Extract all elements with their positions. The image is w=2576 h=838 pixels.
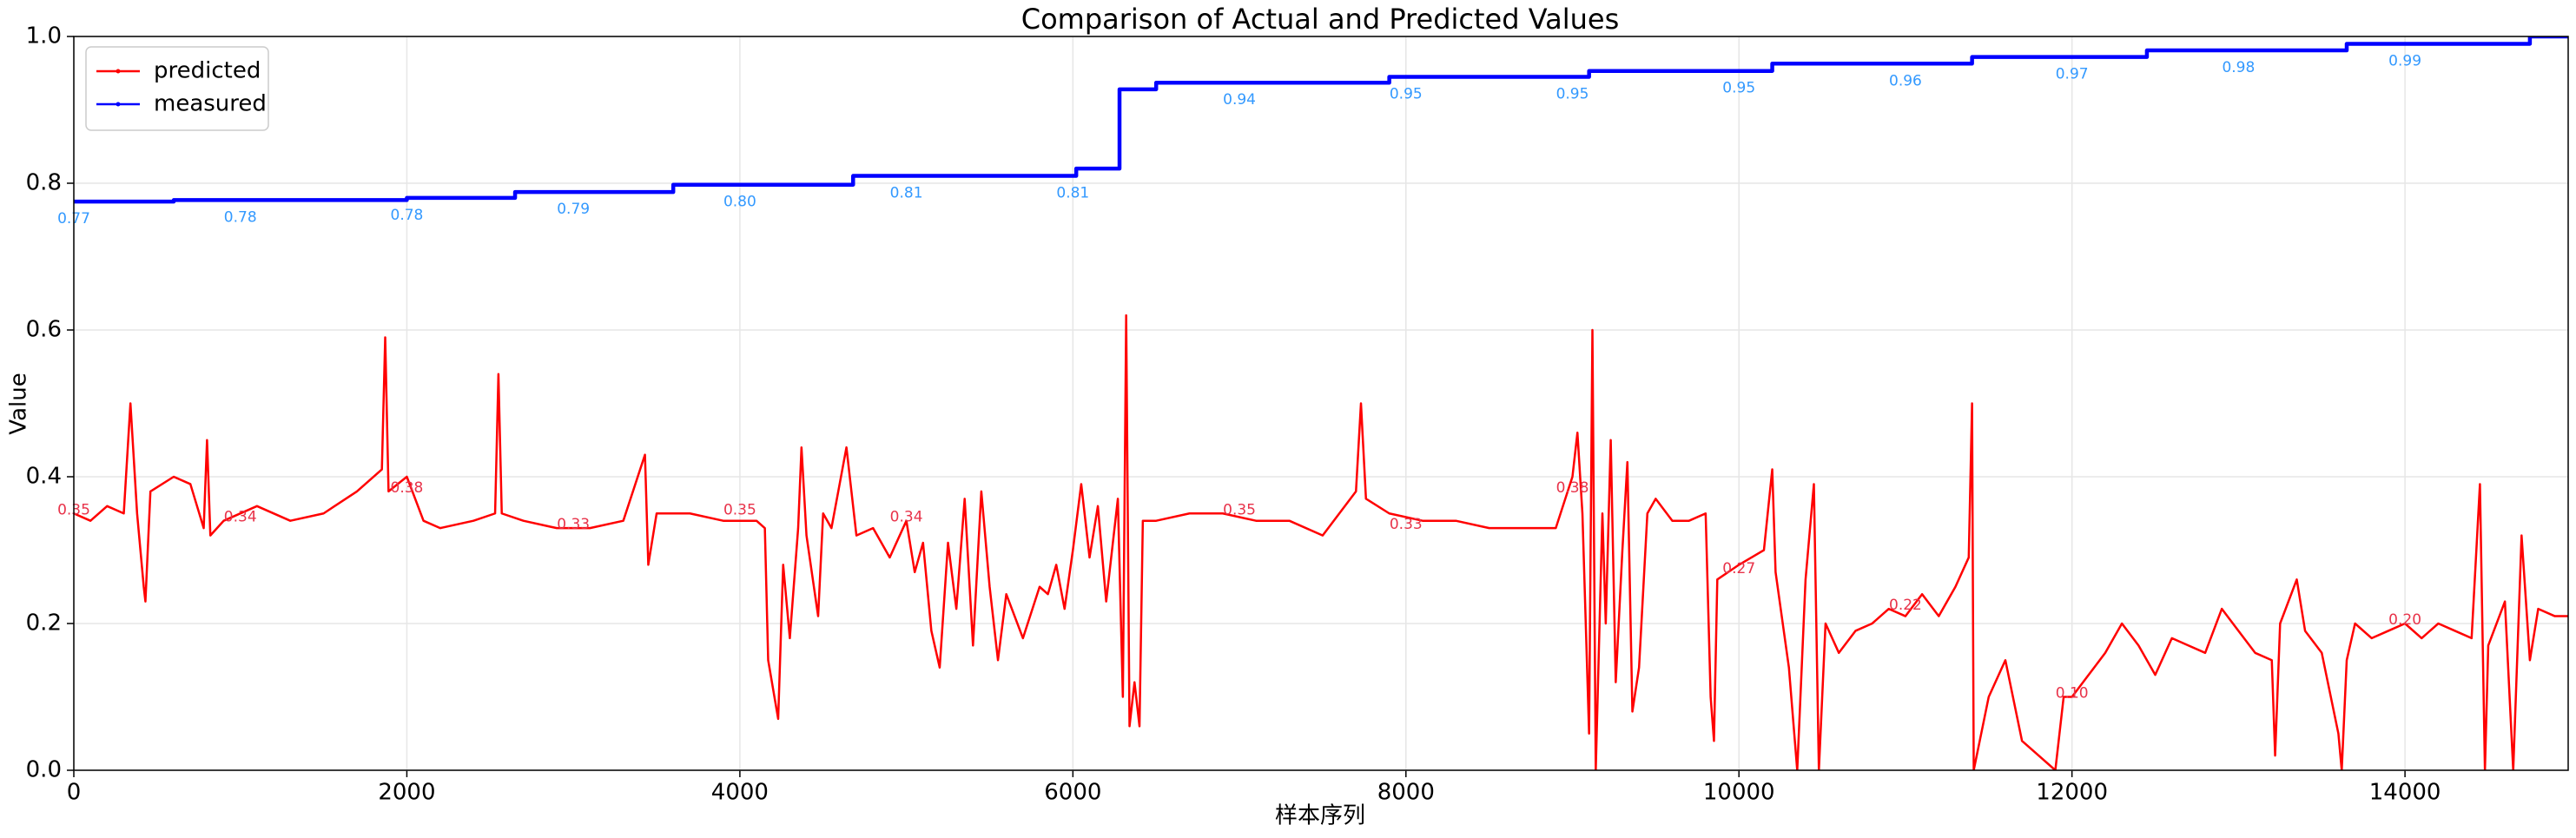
data-label: 0.81 [1056,185,1089,202]
data-label: 0.33 [557,516,590,533]
y-tick-label: 1.0 [26,23,62,49]
x-tick-label: 8000 [1377,780,1435,806]
series-line [74,36,2568,204]
x-tick-label: 12000 [2036,780,2108,806]
legend-box [85,46,269,131]
data-label: 0.34 [890,509,923,526]
legend-label: predicted [154,58,261,84]
data-label: 0.80 [723,194,756,211]
data-label: 0.35 [723,501,756,518]
x-tick-label: 2000 [378,780,435,806]
legend: predicted measured [85,46,269,131]
data-label: 0.22 [1889,597,1922,614]
y-tick-label: 0.8 [26,170,62,196]
data-label: 0.35 [1223,501,1256,518]
data-label: 0.95 [1390,85,1423,102]
data-label: 0.79 [557,201,590,218]
data-label: 0.95 [1556,85,1589,102]
data-label: 0.96 [1889,72,1922,89]
data-label: 0.81 [890,185,923,202]
legend-marker [116,69,121,74]
y-tick-label: 0.0 [26,757,62,783]
y-tick-label: 0.2 [26,610,62,637]
y-tick-label: 0.4 [26,464,62,490]
data-label: 0.98 [2222,59,2255,76]
data-label: 0.94 [1223,91,1256,109]
x-tick-label: 14000 [2369,780,2441,806]
data-label: 0.27 [1722,560,1755,577]
x-tick-label: 0 [67,780,82,806]
y-axis-label: Value [6,373,32,434]
data-label: 0.95 [1722,80,1755,97]
y-tick-label: 0.6 [26,317,62,343]
plot-frame [73,36,2569,771]
data-label: 0.38 [391,479,424,497]
chart-title: Comparison of Actual and Predicted Value… [1021,3,1620,36]
x-axis-label: 样本序列 [1275,803,1365,829]
data-label: 0.20 [2388,611,2421,629]
x-tick-label: 4000 [711,780,769,806]
x-tick-label: 6000 [1044,780,1101,806]
legend-label: measured [154,91,267,117]
data-label: 0.38 [1556,479,1589,497]
data-label: 0.99 [2388,52,2421,69]
data-label: 0.97 [2056,66,2089,83]
data-label: 0.78 [391,207,424,224]
data-label: 0.78 [224,208,257,226]
data-label: 0.33 [1390,516,1423,533]
x-tick-label: 10000 [1703,780,1775,806]
data-label: 0.34 [224,509,257,526]
legend-marker [116,102,121,107]
series-line [74,313,2568,770]
data-label: 0.10 [2056,685,2089,703]
